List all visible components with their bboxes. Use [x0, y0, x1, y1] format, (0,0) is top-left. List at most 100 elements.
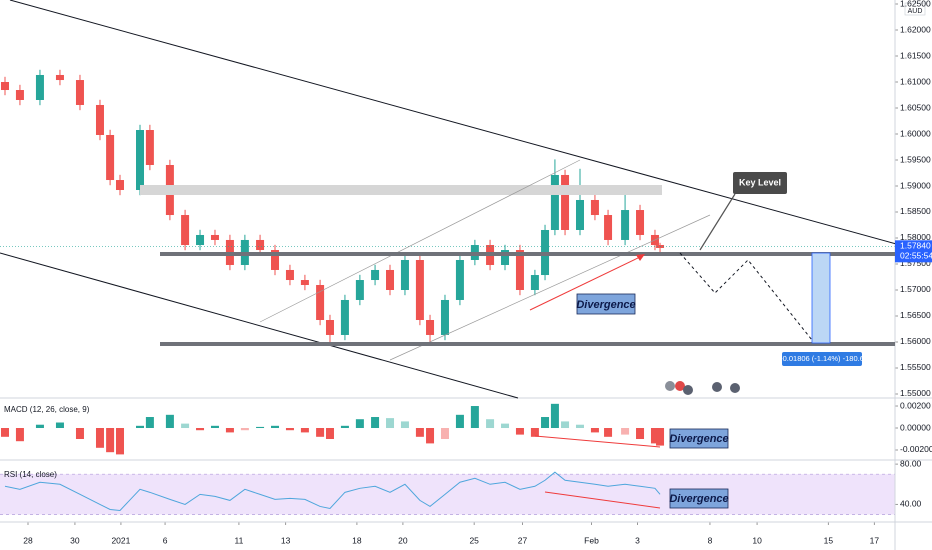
y-tick-label: 1.57000	[900, 284, 931, 294]
y-tick-label: 1.59500	[900, 154, 931, 164]
y-tick-label: 0.00200	[900, 400, 931, 410]
rsi-header: RSI (14, close)	[4, 470, 57, 479]
annotation-text: Divergence	[669, 493, 728, 505]
y-tick-label: 40.00	[900, 499, 922, 509]
histogram-bar	[316, 428, 325, 437]
histogram-bar	[515, 428, 524, 435]
histogram-bar	[75, 428, 84, 440]
y-tick-label: 1.56000	[900, 336, 931, 346]
histogram-bar	[35, 424, 44, 429]
y-tick-label: 1.60000	[900, 128, 931, 138]
candle-body	[0, 82, 9, 91]
histogram-bar	[136, 425, 145, 429]
candle-body	[575, 199, 584, 230]
resistance-zone	[140, 185, 662, 195]
macd-header: MACD (12, 26, close, 9)	[4, 405, 90, 414]
candle-body	[95, 104, 104, 135]
x-tick-label: 28	[23, 535, 33, 545]
histogram-bar	[325, 428, 334, 440]
y-tick-label: 1.55500	[900, 362, 931, 372]
drawings	[0, 0, 901, 509]
last-price-box	[895, 240, 932, 263]
candle-body	[136, 129, 145, 191]
histogram-bar	[355, 419, 364, 429]
candle-body	[550, 174, 559, 230]
measure-text: -0.01806 (-1.14%) -180.6	[780, 354, 864, 363]
candle-body	[340, 299, 349, 335]
candle-body	[415, 259, 424, 321]
histogram-bar	[240, 428, 249, 431]
x-tick-label: 10	[752, 535, 762, 545]
candle-body	[210, 234, 219, 240]
callout-text: Key Level	[739, 177, 781, 187]
y-tick-label: 1.58000	[900, 232, 931, 242]
arrow-head	[636, 254, 645, 261]
histogram-bar	[590, 428, 599, 433]
histogram-bar	[604, 428, 613, 437]
y-tick-label: -0.00200	[900, 444, 932, 454]
candle-body	[371, 269, 380, 281]
candle-body	[300, 280, 309, 286]
histogram-bar	[636, 428, 645, 440]
candle-body	[440, 299, 449, 335]
x-tick-label: Feb	[584, 535, 599, 545]
x-tick-label: 11	[234, 535, 243, 545]
annotation-box	[669, 428, 729, 449]
candle-body	[604, 215, 613, 240]
x-tick-label: 6	[163, 535, 168, 545]
measure-box	[811, 252, 831, 344]
histogram-bar	[400, 421, 409, 429]
x-tick-label: 30	[70, 535, 80, 545]
rsi-band	[0, 474, 895, 515]
currency-box	[904, 2, 926, 16]
histogram-bar	[0, 428, 9, 437]
trend-line	[9, 0, 901, 246]
y-tick-label: 1.56500	[900, 310, 931, 320]
y-tick-label: 1.59000	[900, 180, 931, 190]
trend-line	[0, 252, 519, 399]
y-tick-label: 1.61000	[900, 76, 931, 86]
histogram-bar	[541, 417, 550, 429]
histogram-bar	[340, 425, 349, 429]
candle-body	[145, 129, 154, 165]
x-tick-label: 13	[281, 535, 291, 545]
histogram-bar	[300, 428, 309, 433]
histogram-bar	[210, 425, 219, 429]
y-tick-label: 0.00000	[900, 422, 931, 432]
candle-body	[316, 285, 325, 321]
currency-label: AUD	[908, 8, 923, 15]
candle-body	[271, 250, 280, 270]
candle-body	[515, 250, 524, 290]
candle-body	[636, 210, 645, 235]
candle-body	[256, 239, 265, 251]
candle-body	[386, 269, 395, 290]
y-tick-label: 1.57500	[900, 258, 931, 268]
candle-body	[501, 250, 510, 265]
channel-line	[389, 214, 711, 361]
divergence-arrow	[534, 435, 661, 448]
candle-body	[530, 275, 539, 290]
rsi-line	[4, 471, 661, 511]
x-tick-label: 2021	[111, 535, 130, 545]
histogram-bar	[530, 428, 539, 437]
histogram-bar	[145, 417, 154, 429]
histogram-bar	[285, 428, 294, 431]
histogram-bar	[470, 406, 479, 429]
histogram-bar	[656, 428, 665, 446]
candle-body	[115, 180, 124, 191]
candle-body	[400, 259, 409, 290]
candle-body	[590, 199, 599, 216]
histogram-bar	[550, 403, 559, 429]
histogram-bar	[426, 428, 435, 444]
candle-body	[621, 210, 630, 240]
callout-box	[733, 172, 787, 194]
histogram-bar	[225, 428, 234, 433]
annotation-box	[669, 488, 729, 509]
histogram-bar	[115, 428, 124, 455]
histogram-bar	[371, 417, 380, 429]
histogram-bar	[55, 422, 64, 429]
histogram-bar	[106, 428, 115, 453]
histogram-bar	[455, 414, 464, 429]
candle-body	[426, 320, 435, 335]
